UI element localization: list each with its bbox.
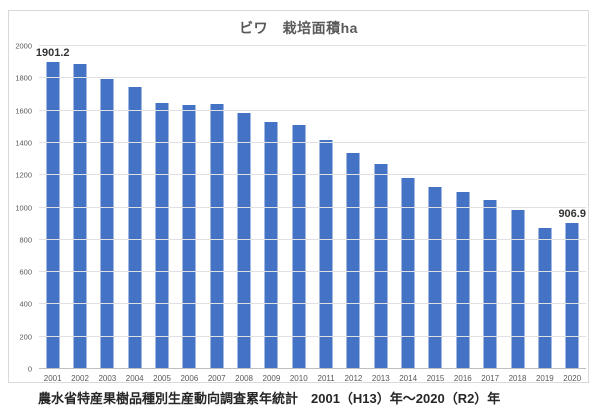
bar-2014 (401, 177, 415, 369)
bar-slot (66, 46, 93, 369)
bar-slot (504, 46, 531, 369)
bar-slot (230, 46, 257, 369)
x-axis-tick-label: 2004 (125, 374, 144, 383)
x-axis-tick-label: 2013 (371, 374, 390, 383)
y-axis-tick-label: 400 (19, 299, 32, 309)
bar-slot (477, 46, 504, 369)
x-axis-tick-label: 2017 (481, 374, 500, 383)
plot-area: 1901.2 906.9 (36, 45, 586, 369)
gridline (39, 45, 586, 46)
bar-2011 (319, 140, 333, 369)
gridline (39, 77, 586, 79)
bar-slot (203, 46, 230, 369)
bar-2019 (538, 227, 552, 369)
gridline (39, 174, 586, 176)
bar-2018 (511, 209, 525, 369)
x-axis-tick-label: 2006 (180, 374, 199, 383)
bar-slot (258, 46, 285, 369)
x-axis-tick-label: 2014 (399, 374, 418, 383)
x-axis-tick-label: 2007 (207, 374, 226, 383)
y-axis-tick-label: 1200 (15, 170, 32, 180)
x-axis-tick-label: 2015 (426, 374, 445, 383)
bar-2009 (264, 121, 278, 369)
x-axis-tick-label: 2020 (563, 374, 582, 383)
bar-slot (121, 46, 148, 369)
gridline (39, 141, 586, 143)
bar-2016 (456, 192, 470, 369)
bar-2010 (292, 125, 306, 369)
y-axis-tick-label: 2000 (15, 41, 32, 51)
bar-slot: 906.9 (558, 46, 586, 369)
bar-slot (531, 46, 558, 369)
y-axis-tick-label: 1600 (15, 106, 32, 116)
gridline (39, 335, 586, 337)
gridline (39, 303, 586, 305)
x-axis-tick-label: 2018 (508, 374, 527, 383)
x-axis-tick-label: 2008 (235, 374, 253, 383)
y-axis-tick-label: 1800 (15, 73, 32, 83)
y-axis-tick-label: 1400 (15, 138, 32, 148)
bars-row: 1901.2 906.9 (36, 46, 586, 369)
x-axis-tick-label: 2009 (262, 374, 281, 383)
x-axis-tick-label: 2019 (535, 374, 554, 383)
source-caption: 農水省特産果樹品種別生産動向調査累年統計 2001（H13）年～2020（R2）… (38, 391, 501, 406)
gridline (39, 109, 586, 111)
x-axis-tick-label: 2012 (344, 374, 363, 383)
bar-slot (367, 46, 394, 369)
bar-2004 (128, 86, 142, 369)
bar-2003 (100, 78, 114, 369)
x-axis-tick-label: 2005 (153, 374, 171, 383)
bar-2020 (565, 222, 579, 369)
bar-slot (285, 46, 312, 369)
chart-title: ビワ 栽培面積ha (239, 20, 358, 36)
bar-slot (94, 46, 121, 369)
data-label-2020: 906.9 (558, 207, 586, 220)
bar-2001 (46, 61, 60, 369)
bar-2002 (73, 64, 87, 369)
bar-slot (176, 46, 203, 369)
gridline (39, 238, 586, 240)
gridline (39, 271, 586, 273)
y-axis-tick-label: 1000 (15, 203, 32, 212)
bar-2005 (155, 102, 169, 369)
gridline (39, 206, 586, 208)
bar-2013 (374, 163, 388, 369)
x-axis-line (39, 368, 586, 369)
bar-2008 (237, 112, 251, 369)
bar-2015 (428, 187, 442, 369)
x-axis-tick-label: 2010 (289, 374, 308, 383)
bar-slot (449, 46, 476, 369)
bar-2007 (210, 104, 224, 369)
y-axis-tick-label: 200 (19, 332, 32, 342)
y-axis-labels: 0 200 400 600 800 1000 1200 1400 1600 1800 2000 (9, 42, 35, 374)
x-axis-labels: 2001 2002 2003 2004 2005 2006 2007 2008 2009 2010… (39, 374, 586, 383)
x-axis-tick-label: 2002 (71, 374, 89, 383)
bar-chart: ビワ 栽培面積ha 0 200 400 600 800 1000 1200 1400 1600 1… (8, 10, 589, 383)
x-axis-tick-label: 2016 (453, 374, 472, 383)
bar-slot (394, 46, 421, 369)
data-label-2001: 1901.2 (35, 46, 70, 59)
y-axis-tick-label: 600 (19, 267, 32, 277)
bar-slot (422, 46, 449, 369)
bar-2017 (483, 199, 497, 369)
bar-slot (312, 46, 339, 369)
x-axis-tick-label: 2001 (43, 374, 62, 383)
bar-2006 (182, 105, 196, 369)
x-axis-tick-label: 2003 (98, 374, 117, 383)
y-axis-tick-label: 800 (19, 235, 32, 245)
bar-slot: 1901.2 (36, 46, 70, 369)
bar-slot (148, 46, 175, 369)
x-axis-tick-label: 2011 (317, 374, 335, 383)
y-axis-tick-label: 0 (27, 364, 32, 374)
bar-slot (340, 46, 367, 369)
